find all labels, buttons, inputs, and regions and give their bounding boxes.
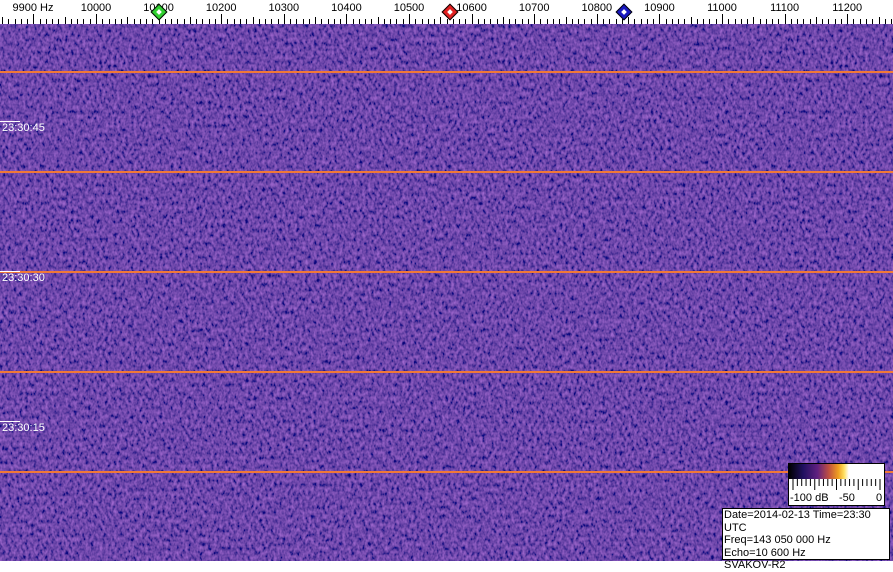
marker-center xyxy=(155,9,162,15)
spectrogram: 23:30:45 23:30:30 23:30:15 xyxy=(0,24,893,561)
time-label: 23:30:15 xyxy=(2,422,45,434)
time-tick xyxy=(0,421,20,422)
frequency-label: 10500 xyxy=(393,2,425,14)
frequency-label: 10800 xyxy=(581,2,613,14)
frequency-scale: 9900 Hz 10000101001020010300104001050010… xyxy=(0,0,893,24)
color-scale: -100 dB -50 0 xyxy=(788,463,885,506)
second-line xyxy=(0,171,893,173)
frequency-label: 10200 xyxy=(205,2,237,14)
frequency-label: 11100 xyxy=(770,2,800,14)
time-label: 23:30:45 xyxy=(2,122,45,134)
info-box: Date=2014-02-13 Time=23:30 UTC Freq=143 … xyxy=(722,508,890,571)
second-line xyxy=(0,71,893,73)
frequency-label: 10400 xyxy=(331,2,362,14)
frequency-label: 11000 xyxy=(707,2,737,14)
time-tick xyxy=(0,121,20,122)
frequency-label: 10700 xyxy=(518,2,550,14)
frequency-ticks xyxy=(2,14,892,24)
time-tick xyxy=(0,271,20,272)
time-label: 23:30:30 xyxy=(2,272,45,284)
frequency-label: 11200 xyxy=(832,2,863,14)
color-gradient xyxy=(789,464,884,479)
second-line xyxy=(0,371,893,373)
frequency-label: 10900 xyxy=(644,2,675,14)
color-label-mid: -50 xyxy=(839,492,855,504)
frequency-unit-label: 9900 Hz xyxy=(12,2,54,14)
second-line xyxy=(0,271,893,273)
color-label-max: 0 xyxy=(876,492,883,504)
date-time: Date=2014-02-13 Time=23:30 UTC xyxy=(724,509,871,534)
frequency-label: 10000 xyxy=(80,2,112,14)
marker-center xyxy=(620,9,627,15)
marker-center xyxy=(446,9,453,15)
color-scale-ticks xyxy=(792,479,881,490)
spectrogram-noise xyxy=(0,24,893,561)
frequency-label: 10600 xyxy=(456,2,487,14)
frequency: Freq=143 050 000 Hz xyxy=(724,534,831,546)
color-label-min: -100 dB xyxy=(790,492,829,504)
echo-frequency: Echo=10 600 Hz xyxy=(724,546,806,559)
frequency-label: 10300 xyxy=(268,2,300,14)
second-line xyxy=(0,471,893,473)
